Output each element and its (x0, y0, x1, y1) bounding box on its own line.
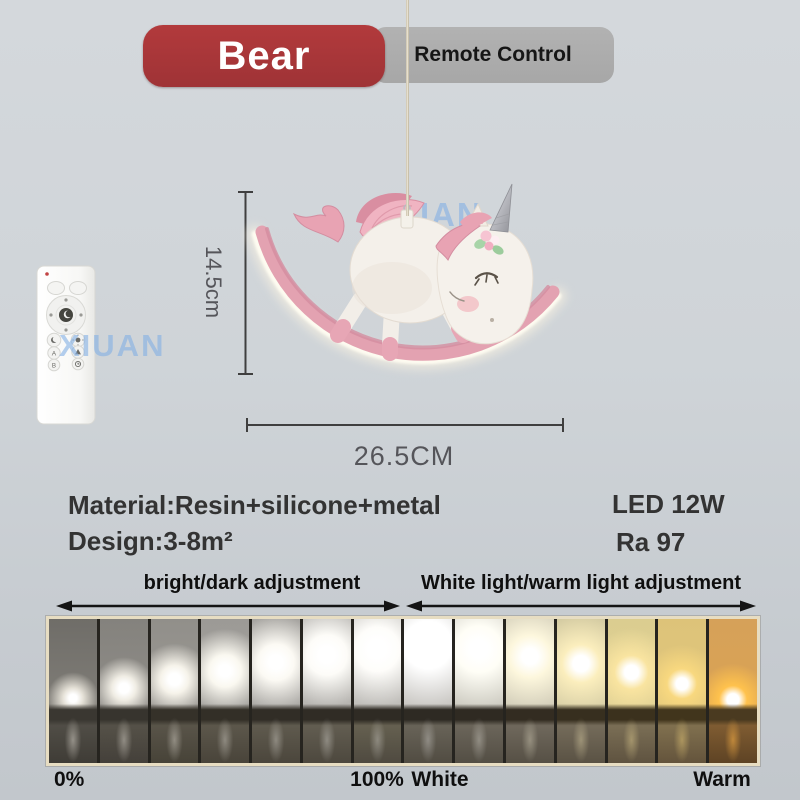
svg-text:A: A (52, 350, 57, 357)
width-dimension-line (246, 418, 564, 432)
light-panel (96, 619, 148, 763)
watermark-remote: XIUAN (59, 328, 166, 363)
scale-label-white: White (411, 768, 469, 791)
light-panel (604, 619, 656, 763)
pendant-cord (406, 0, 409, 216)
light-panel (503, 619, 554, 763)
design-spec: Design:3-8m² (68, 526, 233, 556)
off-button (69, 281, 87, 295)
dpad-control (46, 295, 86, 335)
brightness-button (70, 332, 86, 348)
timer-button (71, 357, 85, 371)
scale-label-warm: Warm (693, 768, 751, 791)
light-strip (46, 616, 760, 766)
color-arrow (406, 600, 756, 612)
power-spec: LED 12W (612, 489, 725, 519)
light-panel (401, 619, 453, 763)
light-panel (299, 619, 351, 763)
svg-text:B: B (52, 362, 56, 369)
mode-b-button: B (47, 358, 61, 372)
on-button (47, 281, 65, 295)
light-panel (350, 619, 402, 763)
mode-up-button (71, 345, 85, 359)
remote-control-image: A B (36, 265, 96, 425)
scale-label-100: 100% (350, 768, 404, 791)
light-panel (553, 619, 605, 763)
material-spec: Material:Resin+silicone+metal (68, 490, 441, 520)
flower-decoration (474, 230, 504, 255)
feature-badge: Remote Control (372, 27, 614, 83)
brightness-arrow (56, 600, 400, 612)
brand-badge-label: Bear (217, 33, 311, 78)
light-panel (49, 619, 97, 763)
adjustment-arrows (56, 600, 756, 612)
brightness-adjustment-label: bright/dark adjustment (143, 572, 361, 594)
light-panel (655, 619, 707, 763)
scale-label-0: 0% (54, 768, 85, 791)
brand-badge: Bear (143, 25, 385, 87)
height-dimension-label: 14.5cm (201, 245, 226, 319)
feature-badge-label: Remote Control (414, 43, 572, 66)
color-adjustment-label: White light/warm light adjustment (421, 572, 741, 594)
light-panel (198, 619, 250, 763)
closed-eye (474, 272, 499, 280)
light-panel (706, 619, 757, 763)
blush-cheek (457, 296, 479, 312)
light-panel (147, 619, 199, 763)
unicorn-horn (489, 183, 513, 233)
light-panel (249, 619, 300, 763)
light-panel (452, 619, 504, 763)
cri-spec: Ra 97 (616, 527, 686, 557)
height-dimension-line (238, 191, 253, 375)
unicorn-figure (292, 183, 534, 361)
lamp-image (246, 183, 567, 370)
width-dimension-label: 26.5CM (353, 441, 455, 471)
power-indicator-dot (45, 272, 49, 276)
